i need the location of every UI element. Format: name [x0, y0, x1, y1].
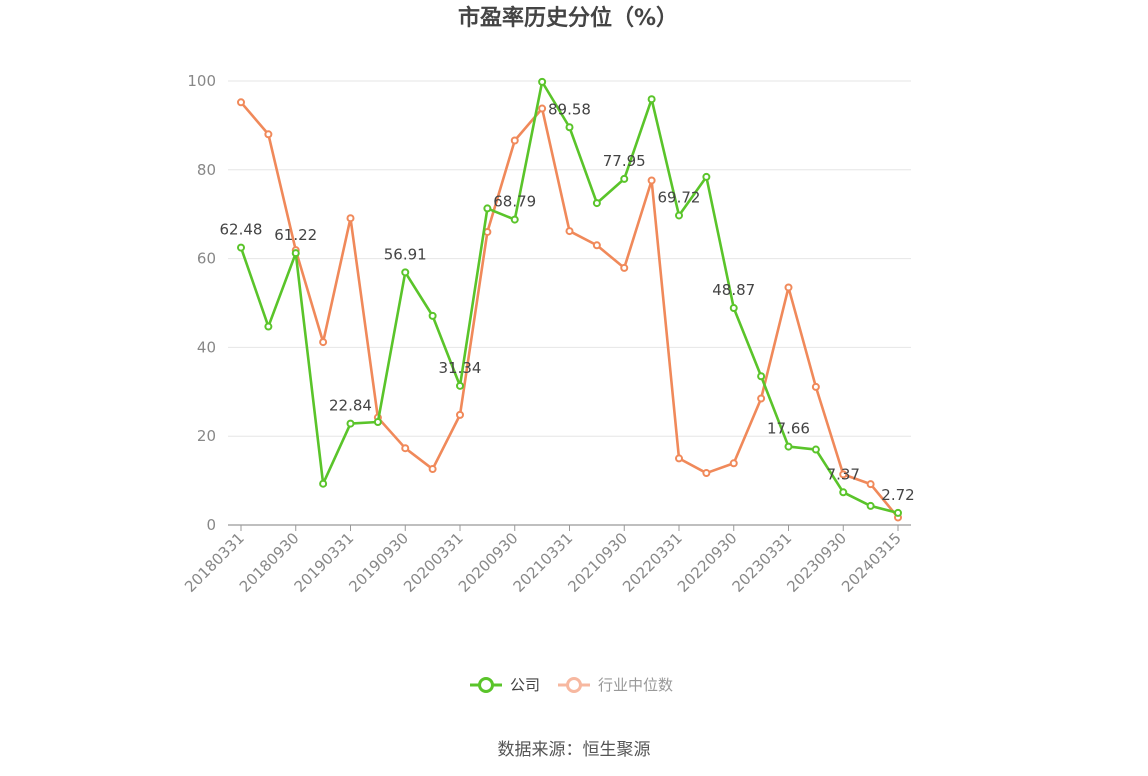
- data-label: 7.37: [827, 465, 860, 483]
- data-label: 31.34: [439, 359, 482, 377]
- data-label: 77.95: [603, 152, 646, 170]
- data-point-company: [565, 123, 574, 132]
- legend-label-industry: 行业中位数: [598, 676, 673, 694]
- data-point-company: [620, 174, 629, 183]
- data-point-company: [647, 95, 656, 104]
- legend: 公司 行业中位数: [470, 676, 673, 694]
- data-point-industry: [620, 263, 629, 272]
- data-point-industry: [811, 382, 820, 391]
- y-tick-label: 0: [206, 516, 216, 534]
- data-point-industry: [456, 410, 464, 419]
- y-tick-label: 80: [197, 161, 216, 179]
- data-point-company: [675, 211, 683, 220]
- data-point-company: [401, 268, 410, 277]
- data-point-company: [319, 479, 328, 488]
- data-point-industry: [784, 283, 793, 292]
- data-point-company: [592, 199, 601, 208]
- data-point-industry: [346, 214, 355, 223]
- data-point-industry: [675, 454, 683, 463]
- data-label: 2.72: [881, 486, 914, 504]
- data-point-industry: [565, 227, 574, 236]
- data-point-company: [456, 381, 464, 390]
- data-point-company: [811, 445, 820, 454]
- legend-label-company: 公司: [510, 676, 540, 694]
- data-label: 61.22: [274, 226, 317, 244]
- y-tick-label: 40: [197, 338, 216, 356]
- data-point-industry: [237, 98, 245, 107]
- data-point-company: [729, 304, 738, 313]
- data-point-company: [373, 417, 382, 426]
- legend-item-company[interactable]: 公司: [470, 676, 540, 694]
- y-tick-label: 60: [197, 250, 216, 268]
- chart-title: 市盈率历史分位（%）: [458, 5, 678, 31]
- data-point-industry: [428, 465, 437, 474]
- series-line-company: [239, 80, 899, 515]
- grid: [228, 80, 911, 437]
- data-point-company: [757, 372, 766, 381]
- data-point-industry: [839, 470, 848, 479]
- x-tick-label: 20240315: [838, 529, 905, 596]
- legend-marker-company: [478, 677, 494, 693]
- series-line-industry: [240, 101, 900, 519]
- data-label: 22.84: [329, 397, 372, 415]
- series: [237, 77, 902, 522]
- data-point-industry: [319, 338, 328, 347]
- legend-item-industry[interactable]: 行业中位数: [558, 676, 673, 694]
- data-point-company: [428, 311, 437, 320]
- data-point-industry: [647, 176, 656, 185]
- data-label: 56.91: [384, 245, 427, 263]
- data-point-company: [894, 508, 902, 517]
- data-point-company: [510, 215, 519, 224]
- data-point-company: [291, 249, 300, 258]
- data-point-company: [538, 77, 547, 86]
- data-point-company: [866, 501, 875, 510]
- data-point-company: [237, 243, 245, 252]
- data-label: 89.58: [548, 100, 591, 118]
- data-point-company: [264, 322, 273, 331]
- data-point-industry: [866, 480, 875, 489]
- data-labels: 62.48 61.22 22.84 56.91 31.34 68.79 89.58 77.95…: [220, 100, 915, 504]
- data-point-industry: [510, 136, 519, 145]
- data-point-industry: [264, 130, 273, 139]
- data-label: 68.79: [493, 193, 536, 211]
- data-point-industry: [702, 469, 711, 478]
- data-source: 数据来源：恒生聚源: [498, 740, 651, 760]
- legend-marker-industry: [566, 677, 582, 693]
- data-label: 48.87: [712, 281, 755, 299]
- data-point-company: [346, 419, 355, 428]
- data-point-industry: [538, 104, 547, 113]
- data-point-company: [483, 204, 492, 213]
- data-point-industry: [401, 444, 410, 453]
- y-tick-label: 100: [187, 72, 216, 90]
- data-label: 62.48: [220, 221, 263, 239]
- data-point-industry: [592, 241, 601, 250]
- data-point-company: [702, 172, 711, 181]
- data-label: 17.66: [767, 420, 810, 438]
- data-point-industry: [729, 459, 738, 468]
- data-point-company: [839, 488, 848, 497]
- data-point-industry: [757, 394, 766, 403]
- y-tick-label: 20: [197, 427, 216, 445]
- data-point-company: [784, 442, 793, 451]
- data-label: 69.72: [658, 188, 701, 206]
